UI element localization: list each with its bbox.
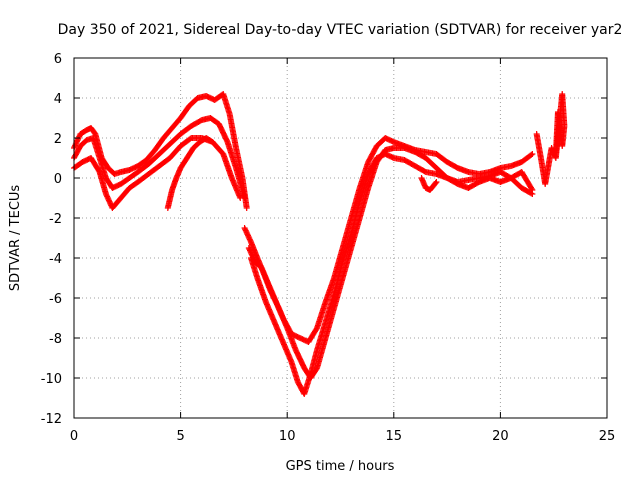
data-point	[529, 151, 536, 157]
x-tick-label: 10	[279, 429, 296, 444]
data-point	[528, 151, 535, 158]
y-tick-label: -12	[41, 412, 62, 427]
x-tick-label: 20	[492, 429, 509, 444]
plot-frame	[73, 57, 608, 419]
x-tick-label: 0	[70, 429, 78, 444]
grid-lines	[74, 58, 607, 418]
series-arc-8	[418, 175, 440, 193]
y-tick-labels: 6 4 2 0 -2 -4 -6 -8 -10 -12	[41, 52, 62, 427]
y-tick-label: -6	[49, 292, 62, 307]
y-tick-label: -4	[49, 252, 62, 267]
y-tick-label: 4	[54, 92, 62, 107]
data-point	[237, 195, 244, 201]
y-tick-label: 2	[54, 132, 62, 147]
series-arc-5	[241, 135, 536, 345]
y-tick-label: 6	[54, 52, 62, 67]
series-arc-1	[71, 91, 250, 211]
axis-ticks	[73, 57, 608, 419]
data-point	[433, 179, 440, 185]
data-point	[529, 191, 536, 197]
series-arc-6	[245, 145, 536, 381]
chart-title: Day 350 of 2021, Sidereal Day-to-day VTE…	[58, 22, 623, 38]
data-point	[243, 205, 250, 211]
data-point	[552, 151, 559, 157]
data-point	[432, 180, 439, 186]
x-tick-label: 5	[176, 429, 184, 444]
data-points	[71, 91, 568, 397]
y-axis-label: SDTVAR / TECUs	[8, 185, 23, 292]
data-point	[208, 138, 215, 145]
series-arc-7	[247, 151, 536, 397]
data-point	[209, 139, 216, 145]
series-arc-9	[533, 91, 568, 187]
data-point	[528, 190, 535, 197]
series-arc-2	[71, 115, 248, 201]
x-tick-label: 25	[599, 429, 616, 444]
y-tick-label: -2	[49, 212, 62, 227]
y-tick-label: -8	[49, 332, 62, 347]
series-arc-4	[164, 135, 216, 211]
y-tick-label: 0	[54, 172, 62, 187]
x-tick-labels: 0 5 10 15 20 25	[70, 429, 615, 444]
x-tick-label: 15	[386, 429, 403, 444]
y-tick-label: -10	[41, 372, 62, 387]
x-axis-label: GPS time / hours	[286, 459, 395, 474]
